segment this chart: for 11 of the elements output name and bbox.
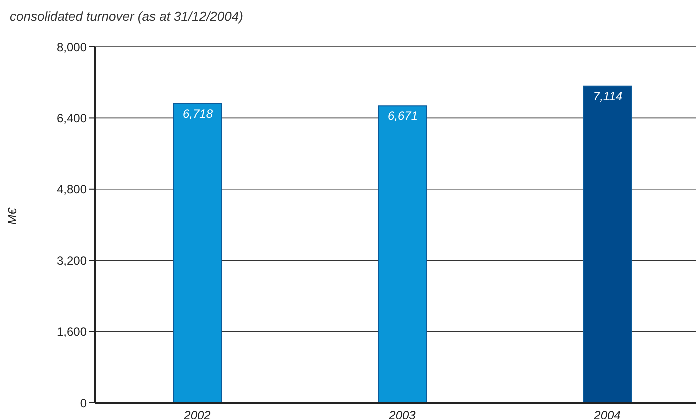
y-axis-title: M€ — [5, 207, 20, 225]
y-tick-label: 6,400 — [56, 111, 88, 126]
data-label: 7,114 — [593, 89, 623, 104]
y-tick-label: 0 — [80, 396, 88, 410]
data-label: 6,671 — [388, 109, 418, 124]
y-tick-label: 4,800 — [56, 182, 88, 197]
y-tick-label: 8,000 — [56, 40, 88, 54]
y-tick-label: 3,200 — [56, 254, 88, 268]
y-tick-label: 1,600 — [56, 325, 88, 340]
chart-title: consolidated turnover (as at 31/12/2004) — [10, 9, 244, 24]
data-label: 6,718 — [182, 107, 214, 122]
